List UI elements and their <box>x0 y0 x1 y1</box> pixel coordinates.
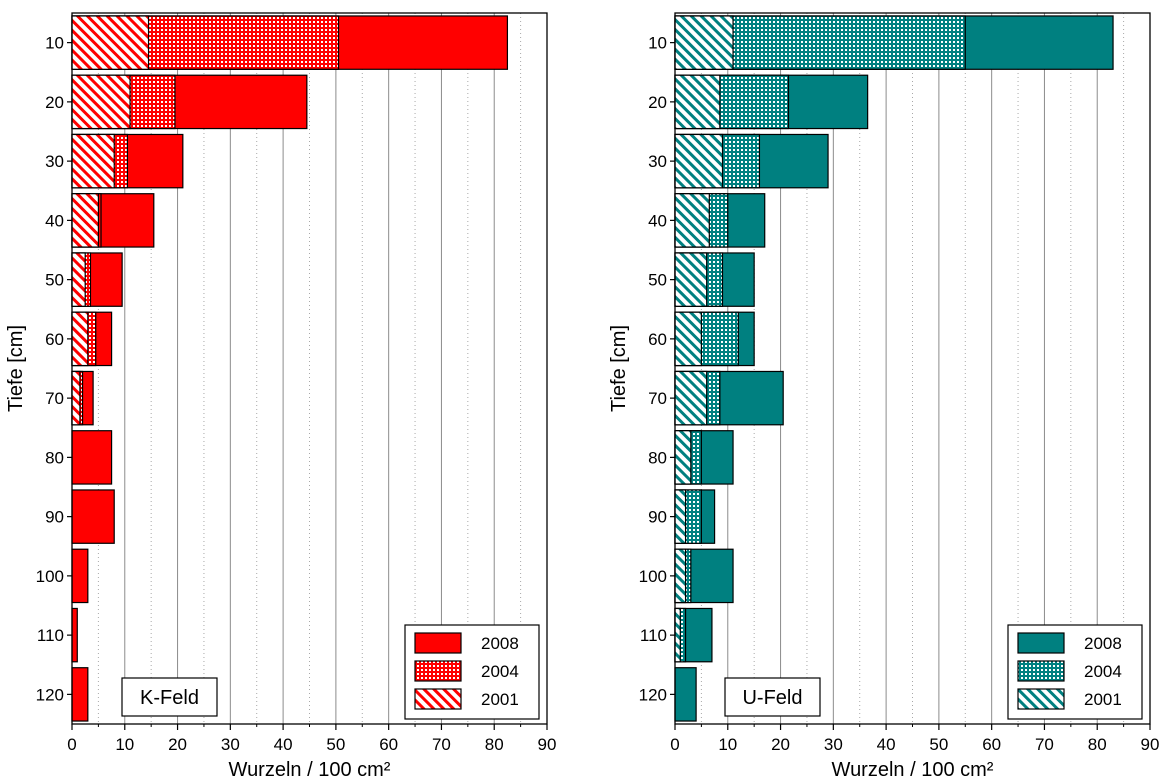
bar-2001-depth-60 <box>71 311 89 367</box>
y-tick-label: 20 <box>45 93 64 112</box>
y-tick-label: 50 <box>45 271 64 290</box>
y-tick-label: 10 <box>45 34 64 53</box>
chart-panel-1: 0 10 20 30 40 50 60 70 80 90 10 20 30 40 50 60 70 80 90 100… <box>5 12 557 779</box>
x-tick-label: 50 <box>929 735 948 754</box>
y-tick-label: 110 <box>37 626 64 645</box>
panel-label: U-Feld <box>742 687 802 709</box>
legend-label-2004: 2004 <box>1084 662 1122 681</box>
x-tick-label: 0 <box>67 735 76 754</box>
x-tick-label: 60 <box>982 735 1001 754</box>
legend-swatch-2004 <box>414 660 462 682</box>
x-tick-label: 90 <box>538 735 557 754</box>
bar-2001-depth-10 <box>674 15 734 70</box>
chart-panel-2: 0 10 20 30 40 50 60 70 80 90 10 20 30 40 50 60 70 80 90 100… <box>608 12 1160 779</box>
bar-2008-depth-80 <box>71 430 113 485</box>
y-tick-label: 20 <box>648 93 667 112</box>
bar-2001-depth-50 <box>71 252 86 307</box>
y-axis-label: Tiefe [cm] <box>5 325 27 412</box>
legend-label-2001: 2001 <box>481 690 519 709</box>
x-tick-label: 40 <box>274 735 293 754</box>
y-tick-label: 60 <box>648 330 667 349</box>
legend-swatch-2004 <box>1017 660 1065 682</box>
y-tick-label: 40 <box>45 211 64 230</box>
bar-2001-depth-80 <box>674 430 692 485</box>
x-tick-label: 90 <box>1141 735 1160 754</box>
x-axis-label: Wurzeln / 100 cm² <box>832 759 994 779</box>
x-tick-label: 50 <box>326 735 345 754</box>
bar-2001-depth-10 <box>71 15 150 70</box>
bar-2001-depth-40 <box>674 193 710 248</box>
x-tick-label: 10 <box>718 735 737 754</box>
y-tick-label: 30 <box>45 152 64 171</box>
y-tick-label: 120 <box>36 685 64 704</box>
bar-2008-depth-100 <box>71 548 89 604</box>
x-tick-label: 40 <box>877 735 896 754</box>
bar-2001-depth-30 <box>71 133 115 189</box>
legend-label-2001: 2001 <box>1084 690 1122 709</box>
bar-2001-depth-20 <box>71 74 131 130</box>
bar-2001-depth-100 <box>674 548 687 604</box>
y-tick-label: 70 <box>648 389 667 408</box>
y-tick-label: 70 <box>45 389 64 408</box>
x-tick-label: 70 <box>1035 735 1054 754</box>
legend-label-2008: 2008 <box>1084 634 1122 653</box>
x-tick-label: 80 <box>1088 735 1107 754</box>
x-axis-label: Wurzeln / 100 cm² <box>229 759 391 779</box>
bar-2001-depth-40 <box>71 193 99 248</box>
bar-2001-depth-90 <box>674 489 687 544</box>
bar-2001-depth-70 <box>71 370 81 426</box>
y-tick-label: 80 <box>648 448 667 467</box>
legend-swatch-2008 <box>414 632 462 654</box>
panel-label-box <box>724 677 821 717</box>
y-tick-label: 110 <box>640 626 667 645</box>
x-tick-label: 0 <box>670 735 679 754</box>
y-tick-label: 50 <box>648 271 667 290</box>
y-tick-label: 100 <box>36 567 64 586</box>
y-axis-label: Tiefe [cm] <box>608 325 630 412</box>
bar-2001-depth-30 <box>674 133 724 189</box>
bar-2008-depth-120 <box>71 667 89 722</box>
x-tick-label: 60 <box>379 735 398 754</box>
legend-swatch-2008 <box>1017 632 1065 654</box>
bar-2001-depth-70 <box>674 370 708 426</box>
legend: 2008 2004 2001 <box>1007 624 1143 720</box>
legend-swatch-2001 <box>414 688 462 710</box>
x-tick-label: 30 <box>221 735 240 754</box>
y-tick-label: 120 <box>639 685 667 704</box>
x-tick-label: 80 <box>485 735 504 754</box>
legend: 2008 2004 2001 <box>404 624 540 720</box>
panel-label: K-Feld <box>140 687 199 709</box>
legend-label-2004: 2004 <box>481 662 519 681</box>
y-tick-label: 60 <box>45 330 64 349</box>
x-tick-label: 20 <box>168 735 187 754</box>
y-tick-label: 10 <box>648 34 667 53</box>
x-tick-label: 10 <box>115 735 134 754</box>
x-tick-label: 30 <box>824 735 843 754</box>
bar-2001-depth-60 <box>674 311 702 367</box>
legend-label-2008: 2008 <box>481 634 519 653</box>
panel-label-box <box>121 677 218 717</box>
x-tick-label: 20 <box>771 735 790 754</box>
y-tick-label: 30 <box>648 152 667 171</box>
y-tick-label: 80 <box>45 448 64 467</box>
x-tick-label: 70 <box>432 735 451 754</box>
bar-2001-depth-20 <box>674 74 721 130</box>
bar-2001-depth-50 <box>674 252 708 307</box>
legend-swatch-2001 <box>1017 688 1065 710</box>
bar-2001-depth-110 <box>674 607 681 663</box>
bar-2008-depth-120 <box>674 667 697 722</box>
y-tick-label: 40 <box>648 211 667 230</box>
bar-2008-depth-110 <box>71 607 78 663</box>
y-tick-label: 90 <box>648 508 667 527</box>
y-tick-label: 90 <box>45 508 64 527</box>
bar-2008-depth-90 <box>71 489 115 544</box>
y-tick-label: 100 <box>639 567 667 586</box>
